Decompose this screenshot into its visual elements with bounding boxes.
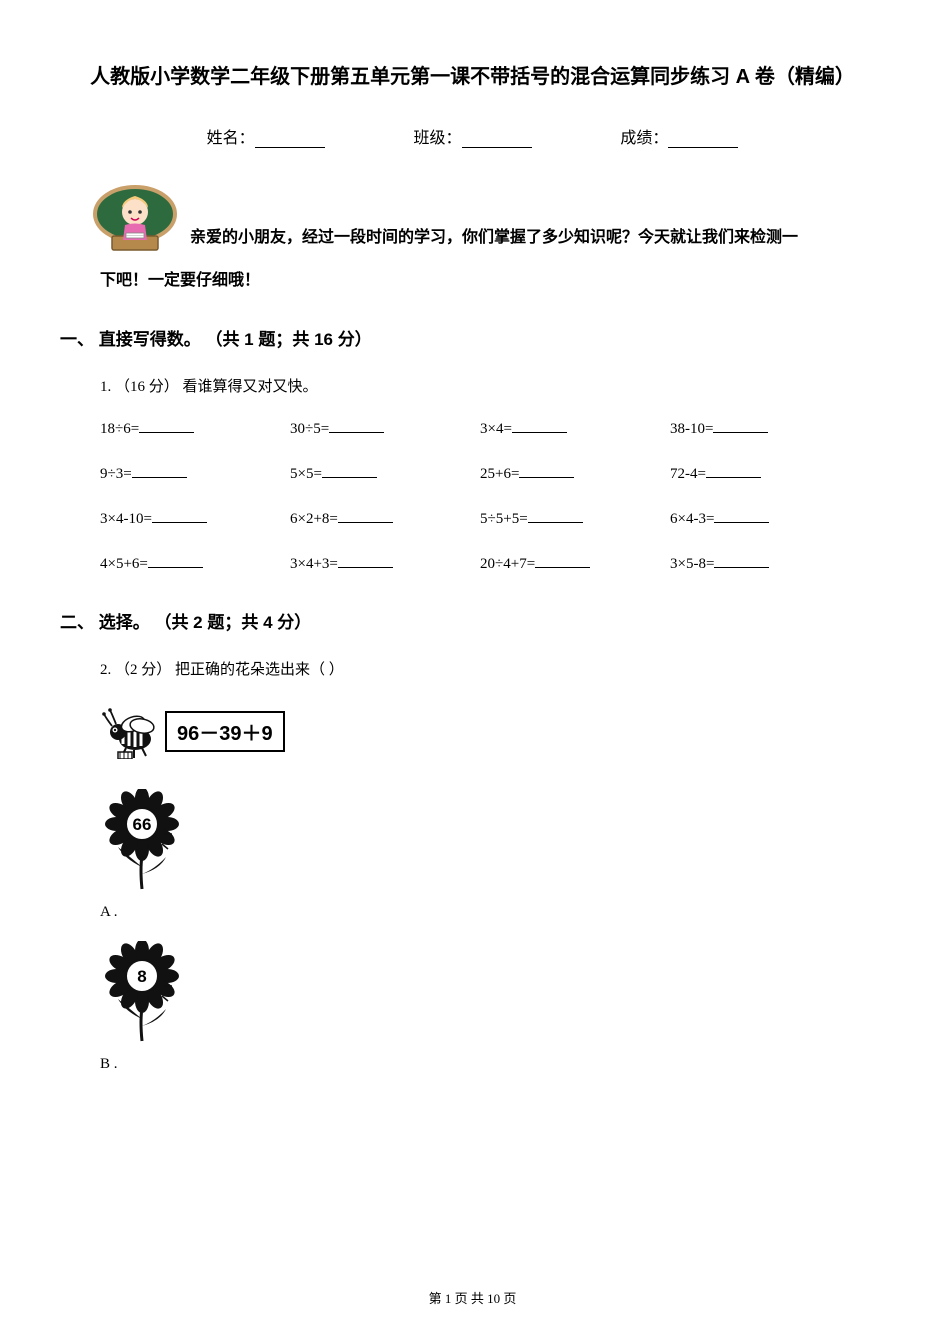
question-2: 2. （2 分） 把正确的花朵选出来（ ）: [100, 658, 875, 679]
expr: 25+6=: [480, 466, 519, 482]
expr: 5÷5+5=: [480, 511, 528, 527]
ans-blank[interactable]: [535, 556, 590, 568]
flower-b-value: 8: [137, 967, 146, 986]
ans-blank[interactable]: [148, 556, 203, 568]
bee-icon: [100, 704, 160, 759]
flower-a-icon: 66: [100, 789, 185, 894]
ans-blank[interactable]: [338, 556, 393, 568]
expr: 4×5+6=: [100, 556, 148, 572]
option-b-label: B .: [100, 1056, 875, 1073]
expr: 6×4-3=: [670, 511, 714, 527]
expr: 9÷3=: [100, 466, 132, 482]
class-label: 班级：: [413, 130, 461, 147]
ans-blank[interactable]: [714, 511, 769, 523]
ans-blank[interactable]: [132, 466, 187, 478]
expr: 72-4=: [670, 466, 706, 482]
ans-blank[interactable]: [528, 511, 583, 523]
score-blank[interactable]: [668, 132, 738, 148]
expr: 20÷4+7=: [480, 556, 535, 572]
ans-blank[interactable]: [322, 466, 377, 478]
expression-box: 96－39＋9: [165, 711, 285, 752]
flower-b-icon: 8: [100, 941, 185, 1046]
ans-blank[interactable]: [512, 421, 567, 433]
section1-head: 一、 直接写得数。 （共 1 题；共 16 分）: [60, 325, 875, 350]
expr: 3×4-10=: [100, 511, 152, 527]
class-blank[interactable]: [462, 132, 532, 148]
ans-blank[interactable]: [338, 511, 393, 523]
expr: 3×4=: [480, 421, 512, 437]
score-label: 成绩：: [620, 130, 668, 147]
option-a-label: A .: [100, 904, 875, 921]
expr: 5×5=: [290, 466, 322, 482]
student-icon: [90, 178, 180, 258]
ans-blank[interactable]: [329, 421, 384, 433]
intro-text-line1: 亲爱的小朋友，经过一段时间的学习，你们掌握了多少知识呢？今天就让我们来检测一: [190, 224, 798, 258]
expr: 3×5-8=: [670, 556, 714, 572]
intro-text-line2: 下吧！一定要仔细哦！: [100, 266, 875, 290]
math-row-4: 4×5+6= 3×4+3= 20÷4+7= 3×5-8=: [100, 556, 875, 573]
ans-blank[interactable]: [519, 466, 574, 478]
expr: 6×2+8=: [290, 511, 338, 527]
option-a-block[interactable]: 66 A .: [100, 789, 875, 921]
ans-blank[interactable]: [139, 421, 194, 433]
expr: 38-10=: [670, 421, 713, 437]
question-1: 1. （16 分） 看谁算得又对又快。: [100, 375, 875, 396]
ans-blank[interactable]: [706, 466, 761, 478]
bee-expression-row: 96－39＋9: [100, 704, 875, 759]
math-row-3: 3×4-10= 6×2+8= 5÷5+5= 6×4-3=: [100, 511, 875, 528]
expr: 3×4+3=: [290, 556, 338, 572]
math-row-1: 18÷6= 30÷5= 3×4= 38-10=: [100, 421, 875, 438]
math-row-2: 9÷3= 5×5= 25+6= 72-4=: [100, 466, 875, 483]
option-b-block[interactable]: 8 B .: [100, 941, 875, 1073]
expr: 30÷5=: [290, 421, 329, 437]
ans-blank[interactable]: [152, 511, 207, 523]
ans-blank[interactable]: [714, 556, 769, 568]
expr: 18÷6=: [100, 421, 139, 437]
page-title: 人教版小学数学二年级下册第五单元第一课不带括号的混合运算同步练习 A 卷（精编）: [70, 60, 875, 89]
ans-blank[interactable]: [713, 421, 768, 433]
page-footer: 第 1 页 共 10 页: [0, 1288, 945, 1307]
name-blank[interactable]: [255, 132, 325, 148]
name-label: 姓名：: [207, 130, 255, 147]
info-line: 姓名： 班级： 成绩：: [70, 124, 875, 148]
section2-head: 二、 选择。 （共 2 题；共 4 分）: [60, 608, 875, 633]
flower-a-value: 66: [133, 815, 152, 834]
